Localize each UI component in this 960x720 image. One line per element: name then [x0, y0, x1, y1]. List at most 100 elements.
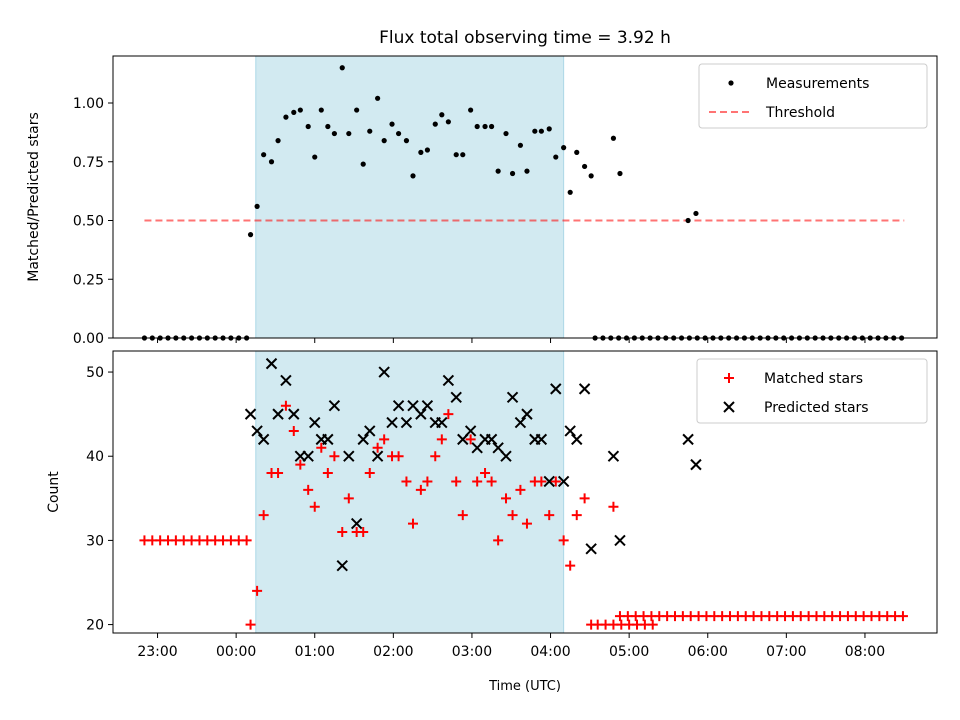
y-tick-label: 1.00 [73, 96, 104, 112]
measurement-point [410, 173, 416, 179]
measurement-point [367, 128, 373, 134]
matched-point [241, 535, 252, 546]
measurement-point [468, 107, 474, 113]
predicted-point [464, 425, 477, 437]
predicted-point [265, 357, 278, 370]
matched-point [258, 510, 269, 521]
bottom-legend: Matched stars Predicted stars [696, 358, 928, 424]
legend-plus-marker [724, 373, 734, 383]
legend-label: Predicted stars [764, 400, 869, 416]
measurement-point [488, 123, 495, 130]
measurement-point [460, 152, 466, 158]
matched-point [608, 501, 619, 512]
predicted-point [322, 433, 334, 446]
measurement-point [610, 135, 617, 141]
matched-point [273, 468, 284, 479]
measurement-point [524, 168, 530, 174]
matched-point [536, 476, 547, 487]
measurement-point [445, 119, 451, 125]
predicted-point [543, 475, 555, 488]
predicted-point [288, 408, 300, 420]
matched-point [480, 468, 491, 479]
y-tick-label: 0.25 [73, 272, 104, 288]
matched-point [451, 476, 462, 487]
legend-dot-marker [728, 80, 734, 86]
predicted-point [364, 425, 376, 437]
measurement-point [339, 65, 345, 71]
predicted-point [506, 391, 519, 404]
predicted-point [378, 366, 390, 378]
y-tick-label: 50 [86, 365, 104, 381]
x-tick-label: 08:00 [845, 644, 885, 660]
predicted-point [328, 400, 341, 412]
measurement-point [495, 168, 501, 174]
y-tick-label: 40 [86, 449, 104, 465]
predicted-point [350, 517, 363, 530]
measurement-point [432, 121, 438, 127]
matched-point [316, 442, 327, 453]
matched-point [288, 425, 299, 436]
matched-point [550, 476, 561, 487]
measurement-point [517, 142, 524, 148]
top-legend: Measurements Threshold [698, 63, 928, 129]
measurement-point [312, 154, 318, 160]
legend-box [698, 63, 928, 129]
x-tick-label: 05:00 [609, 644, 649, 660]
matched-point [322, 468, 333, 479]
predicted-point [578, 383, 591, 395]
matched-point [379, 434, 390, 445]
measurement-point [546, 126, 552, 132]
matched-point [422, 476, 433, 487]
measurement-point [261, 152, 267, 158]
matched-point [245, 619, 256, 630]
measurement-point [574, 149, 580, 155]
measurement-point [617, 170, 623, 177]
measurement-point [439, 112, 445, 118]
x-tick-label: 03:00 [452, 644, 492, 660]
measurement-point [331, 130, 337, 137]
matched-point [407, 518, 418, 529]
matched-point [329, 451, 340, 462]
y-tick-label: 0.75 [73, 155, 104, 171]
predicted-point [614, 534, 626, 547]
matched-point [372, 442, 383, 453]
legend-label: Matched stars [764, 371, 863, 387]
predicted-point [514, 416, 527, 429]
matched-point [579, 493, 590, 504]
x-tick-label: 06:00 [688, 644, 728, 660]
matched-point [295, 459, 306, 470]
matched-point [337, 526, 348, 537]
measurement-point [360, 161, 366, 167]
x-axis-label: Time (UTC) [488, 679, 561, 694]
measurement-point [254, 203, 260, 209]
predicted-point [280, 374, 292, 387]
bottom-panel: 20 30 40 50 23:00 00:00 01:00 02:00 03:00 04:00 05… [46, 350, 938, 660]
predicted-point [392, 400, 405, 412]
predicted-point [309, 416, 321, 429]
measurement-point [567, 189, 573, 195]
measurement-point [582, 163, 588, 170]
chart-title: Flux total observing time = 3.92 h [379, 28, 671, 48]
measurement-point [297, 107, 303, 113]
measurement-point [325, 123, 331, 130]
legend-label: Measurements [766, 76, 869, 92]
predicted-point [557, 475, 570, 488]
predicted-point [357, 433, 369, 446]
matched-point [493, 535, 504, 546]
predicted-point [535, 433, 548, 446]
predicted-point [251, 425, 263, 437]
y-tick-label: 0.00 [73, 331, 104, 347]
measurement-point [482, 123, 488, 130]
y-tick-label: 20 [86, 618, 104, 634]
matched-point [571, 510, 582, 521]
matched-point [401, 476, 412, 487]
measurement-point [693, 210, 699, 217]
predicted-point [450, 391, 462, 404]
measurement-point [318, 107, 324, 113]
matched-point [343, 493, 354, 504]
matched-point [897, 611, 908, 622]
matched-point [558, 535, 569, 546]
measurement-point [305, 123, 311, 130]
predicted-point [336, 559, 348, 572]
predicted-point [421, 400, 434, 412]
